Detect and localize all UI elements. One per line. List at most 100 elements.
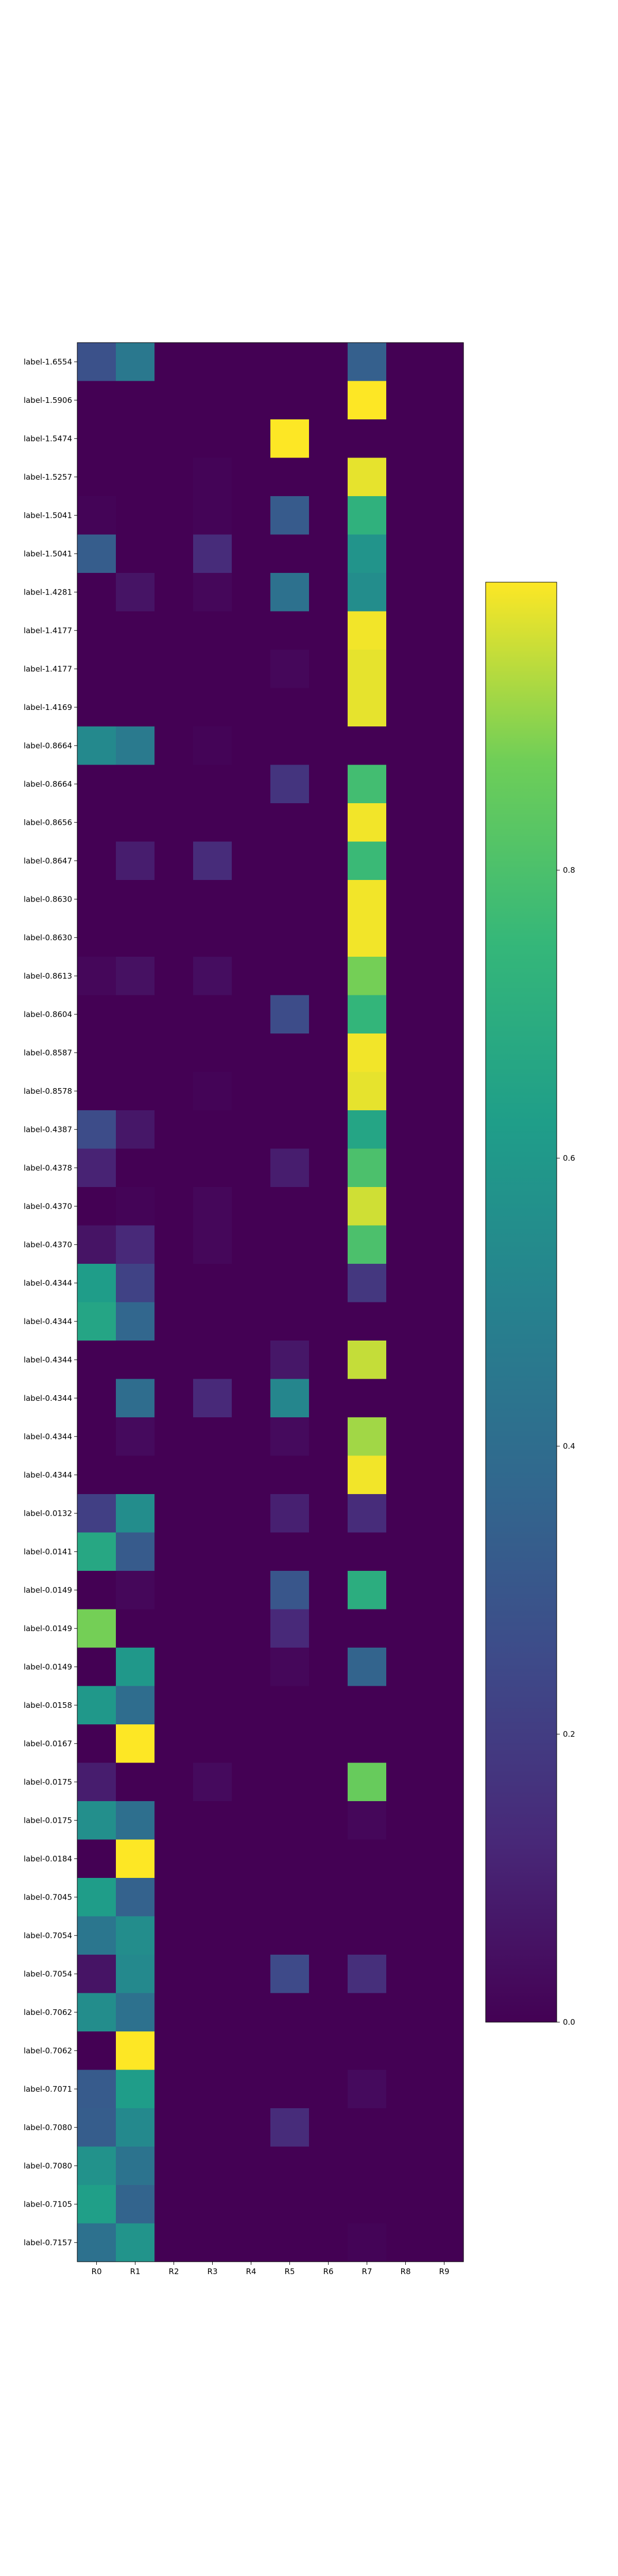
heatmap-cell: [77, 803, 116, 842]
y-tick-label: label-0.7062: [24, 2046, 72, 2055]
heatmap-cell: [116, 1033, 155, 1072]
heatmap-cell: [232, 1379, 271, 1418]
heatmap-cell: [154, 2070, 194, 2109]
heatmap-cell: [348, 2108, 387, 2147]
heatmap-cell: [309, 1993, 348, 2032]
heatmap-cell: [386, 1148, 425, 1188]
heatmap-cell: [77, 2146, 116, 2185]
y-tick-label: label-0.7080: [24, 2123, 72, 2132]
heatmap-cell: [386, 1916, 425, 1955]
heatmap-cell: [232, 611, 271, 650]
heatmap-cell: [348, 688, 387, 727]
heatmap-cell: [309, 1762, 348, 1802]
heatmap-cell: [270, 880, 310, 919]
heatmap-cell: [309, 1648, 348, 1686]
heatmap-cell: [386, 573, 425, 612]
heatmap-cell: [154, 381, 194, 420]
heatmap-cell: [232, 1494, 271, 1533]
x-tick-label: R6: [323, 2267, 334, 2276]
heatmap-cell: [193, 2146, 232, 2185]
heatmap-cell: [309, 1571, 348, 1609]
heatmap-cell: [270, 1993, 310, 2032]
y-tick-label: label-0.4344: [24, 1317, 72, 1326]
heatmap-cell: [193, 803, 232, 842]
heatmap-cell: [309, 918, 348, 957]
heatmap-cell: [309, 1417, 348, 1456]
heatmap-cell: [154, 1609, 194, 1648]
heatmap-cell: [193, 1839, 232, 1878]
heatmap-cell: [77, 1494, 116, 1533]
heatmap-cell: [193, 1264, 232, 1302]
heatmap-cell: [425, 1648, 464, 1686]
heatmap-cell: [309, 1686, 348, 1725]
heatmap-cell: [193, 1455, 232, 1495]
heatmap-cell: [309, 573, 348, 612]
y-tick-label: label-0.4344: [24, 1470, 72, 1480]
heatmap-cell: [425, 1724, 464, 1763]
heatmap-cell: [386, 1302, 425, 1341]
heatmap-cell: [77, 611, 116, 650]
heatmap-cell: [270, 1417, 310, 1456]
heatmap-cell: [386, 381, 425, 420]
heatmap-cell: [193, 918, 232, 957]
heatmap-cell: [425, 1762, 464, 1802]
heatmap-cell: [270, 1609, 310, 1648]
heatmap-cell: [348, 1609, 387, 1648]
heatmap-cells: [77, 343, 464, 2262]
heatmap-cell: [348, 841, 387, 880]
y-tick-label: label-1.5906: [24, 396, 72, 405]
y-tick-label: label-0.8630: [24, 933, 72, 942]
heatmap-cell: [154, 650, 194, 688]
heatmap-cell: [154, 1993, 194, 2032]
heatmap-cell: [154, 1187, 194, 1226]
heatmap-cell: [309, 2108, 348, 2147]
heatmap-cell: [309, 419, 348, 458]
heatmap-cell: [232, 1264, 271, 1302]
heatmap-cell: [270, 2070, 310, 2109]
heatmap-cell: [193, 2108, 232, 2147]
heatmap-cell: [386, 2070, 425, 2109]
heatmap-cell: [232, 1724, 271, 1763]
heatmap-cell: [425, 841, 464, 880]
heatmap-cell: [232, 1686, 271, 1725]
heatmap-cell: [270, 611, 310, 650]
heatmap-cell: [309, 688, 348, 727]
heatmap-cell: [309, 765, 348, 804]
y-tick-label: label-0.8664: [24, 779, 72, 789]
heatmap-cell: [154, 1878, 194, 1917]
heatmap-cell: [116, 1302, 155, 1341]
colorbar-tick-label: 0.6: [563, 1154, 575, 1163]
heatmap-cell: [425, 2070, 464, 2109]
y-tick-label: label-0.0141: [24, 1547, 72, 1556]
heatmap-cell: [425, 457, 464, 497]
y-tick-label: label-0.0184: [24, 1854, 72, 1863]
y-tick-label: label-0.7080: [24, 2161, 72, 2171]
heatmap-cell: [309, 995, 348, 1034]
heatmap-cell: [348, 2223, 387, 2262]
heatmap-cell: [348, 1648, 387, 1686]
heatmap-cell: [348, 1455, 387, 1495]
y-tick-label: label-0.4370: [24, 1240, 72, 1249]
heatmap-cell: [232, 1993, 271, 2032]
heatmap-cell: [154, 1264, 194, 1302]
heatmap-cell: [154, 1110, 194, 1149]
heatmap-cell: [309, 957, 348, 995]
y-tick-label: label-0.0149: [24, 1662, 72, 1671]
heatmap-cell: [116, 1379, 155, 1418]
heatmap-cell: [193, 2185, 232, 2224]
heatmap-cell: [309, 880, 348, 919]
heatmap-cell: [386, 650, 425, 688]
heatmap-cell: [270, 2108, 310, 2147]
x-tick-label: R0: [92, 2267, 102, 2276]
heatmap-cell: [77, 880, 116, 919]
heatmap-cell: [77, 2031, 116, 2070]
heatmap-cell: [77, 1187, 116, 1226]
heatmap-cell: [425, 918, 464, 957]
heatmap-cell: [77, 1532, 116, 1571]
heatmap-cell: [193, 381, 232, 420]
heatmap-cell: [77, 2185, 116, 2224]
heatmap-cell: [154, 2031, 194, 2070]
heatmap-cell: [386, 957, 425, 995]
heatmap-cell: [193, 765, 232, 804]
